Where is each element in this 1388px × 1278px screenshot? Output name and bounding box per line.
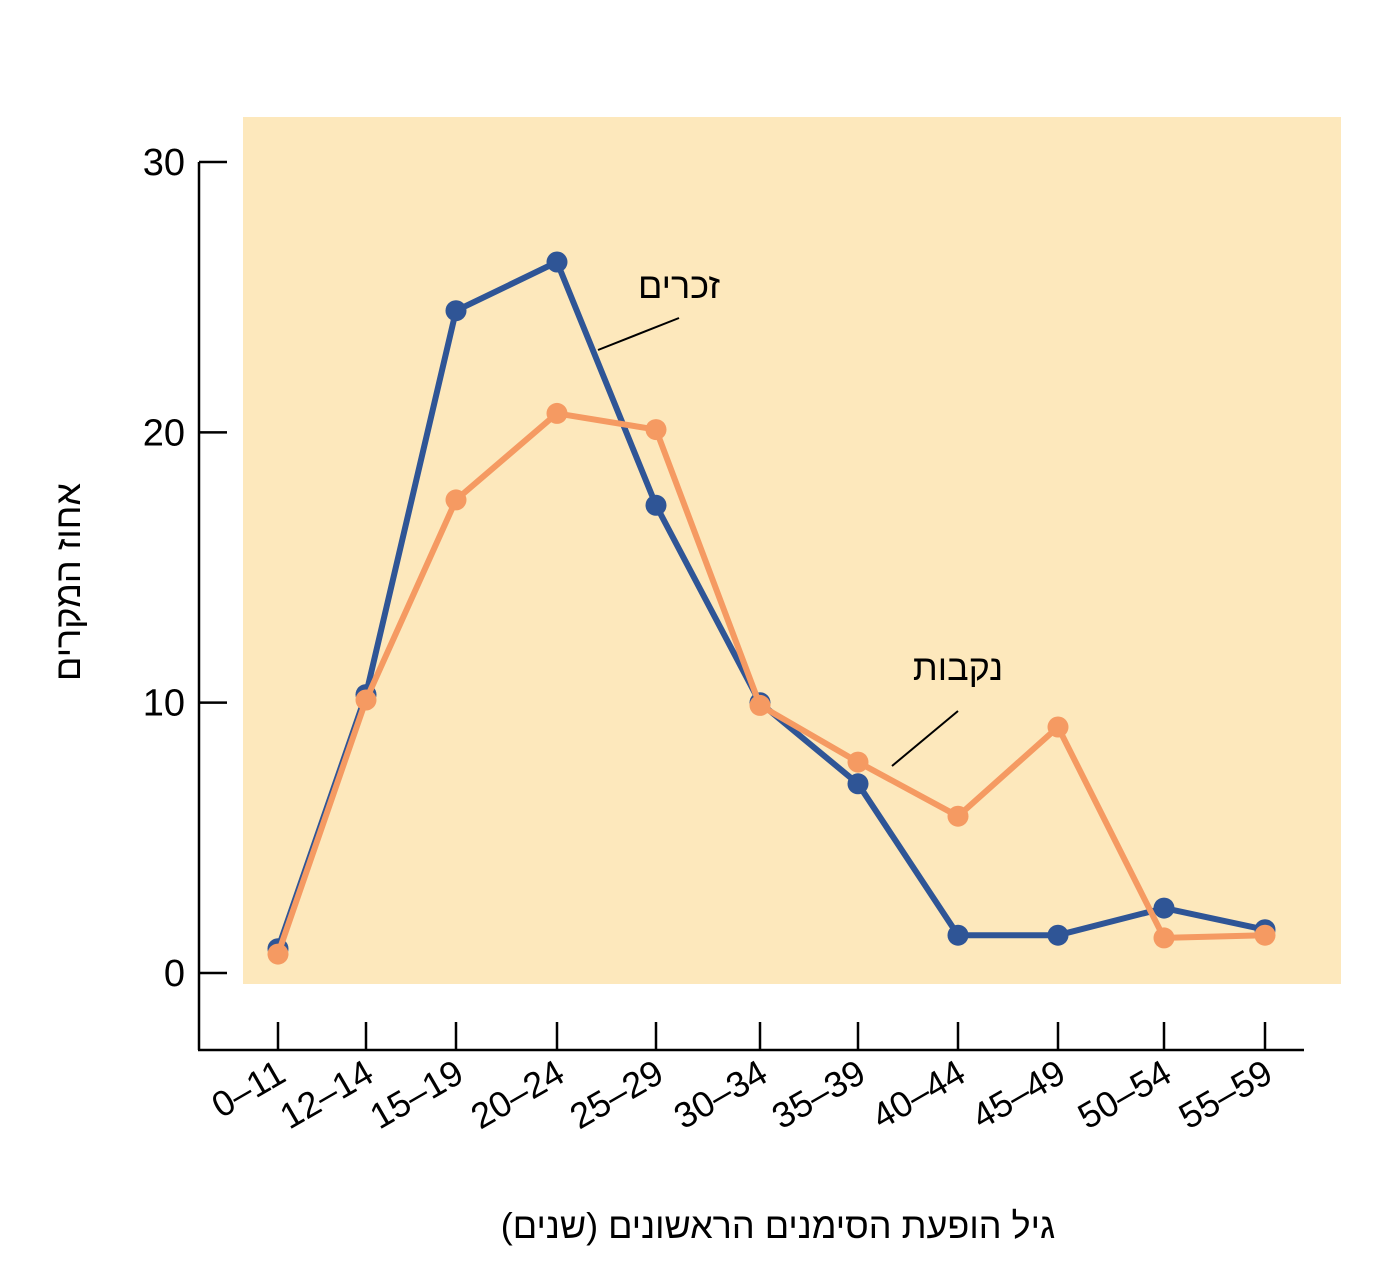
x-tick-label: 25–29: [563, 1051, 670, 1137]
data-point: [1254, 924, 1276, 946]
data-point: [1047, 924, 1069, 946]
axes: [197, 162, 1304, 1052]
male-series-label: זכרים: [638, 265, 720, 306]
x-tick-label: 50–54: [1071, 1051, 1178, 1137]
x-tick-label: 0–11: [204, 1051, 292, 1125]
data-point: [546, 251, 568, 273]
male-label-leader: [597, 317, 680, 351]
data-point: [847, 751, 869, 773]
data-point: [749, 694, 771, 716]
series-group: [267, 251, 1276, 965]
y-axis-ticks: 0 10 20 30: [143, 142, 227, 995]
data-point: [445, 489, 467, 511]
data-point: [546, 402, 568, 424]
x-tick-label: 15–19: [363, 1051, 470, 1137]
data-point: [645, 494, 667, 516]
y-tick-label: 0: [164, 953, 185, 995]
x-tick-label: 20–24: [464, 1051, 571, 1137]
x-tick-label: 40–44: [865, 1051, 972, 1137]
data-point: [355, 689, 377, 711]
y-tick-label: 10: [143, 683, 185, 725]
female-series-label: נקבות: [913, 647, 1003, 688]
data-point: [947, 805, 969, 827]
x-axis-title: גיל הופעת הסימנים הראשונים (שנים): [501, 1205, 1055, 1246]
plot-background: [243, 117, 1341, 984]
data-point: [267, 943, 289, 965]
data-point: [947, 924, 969, 946]
x-tick-label: 12–14: [273, 1051, 380, 1137]
data-point: [445, 300, 467, 322]
x-axis-ticks: 0–1112–1415–1920–2425–2930–3435–3940–444…: [204, 1022, 1279, 1137]
data-point: [645, 419, 667, 441]
data-point: [1153, 897, 1175, 919]
y-axis-title: אחוז המקרים: [47, 483, 88, 681]
female-label-leader: [891, 710, 959, 767]
x-tick-label: 35–39: [765, 1051, 872, 1137]
y-tick-label: 20: [143, 412, 185, 454]
x-tick-label: 45–49: [965, 1051, 1072, 1137]
data-point: [847, 773, 869, 795]
x-tick-label: 55–59: [1172, 1051, 1279, 1137]
data-point: [1153, 927, 1175, 949]
x-tick-label: 30–34: [667, 1051, 774, 1137]
data-point: [1047, 716, 1069, 738]
series-1: [267, 402, 1276, 965]
y-tick-label: 30: [143, 142, 185, 184]
